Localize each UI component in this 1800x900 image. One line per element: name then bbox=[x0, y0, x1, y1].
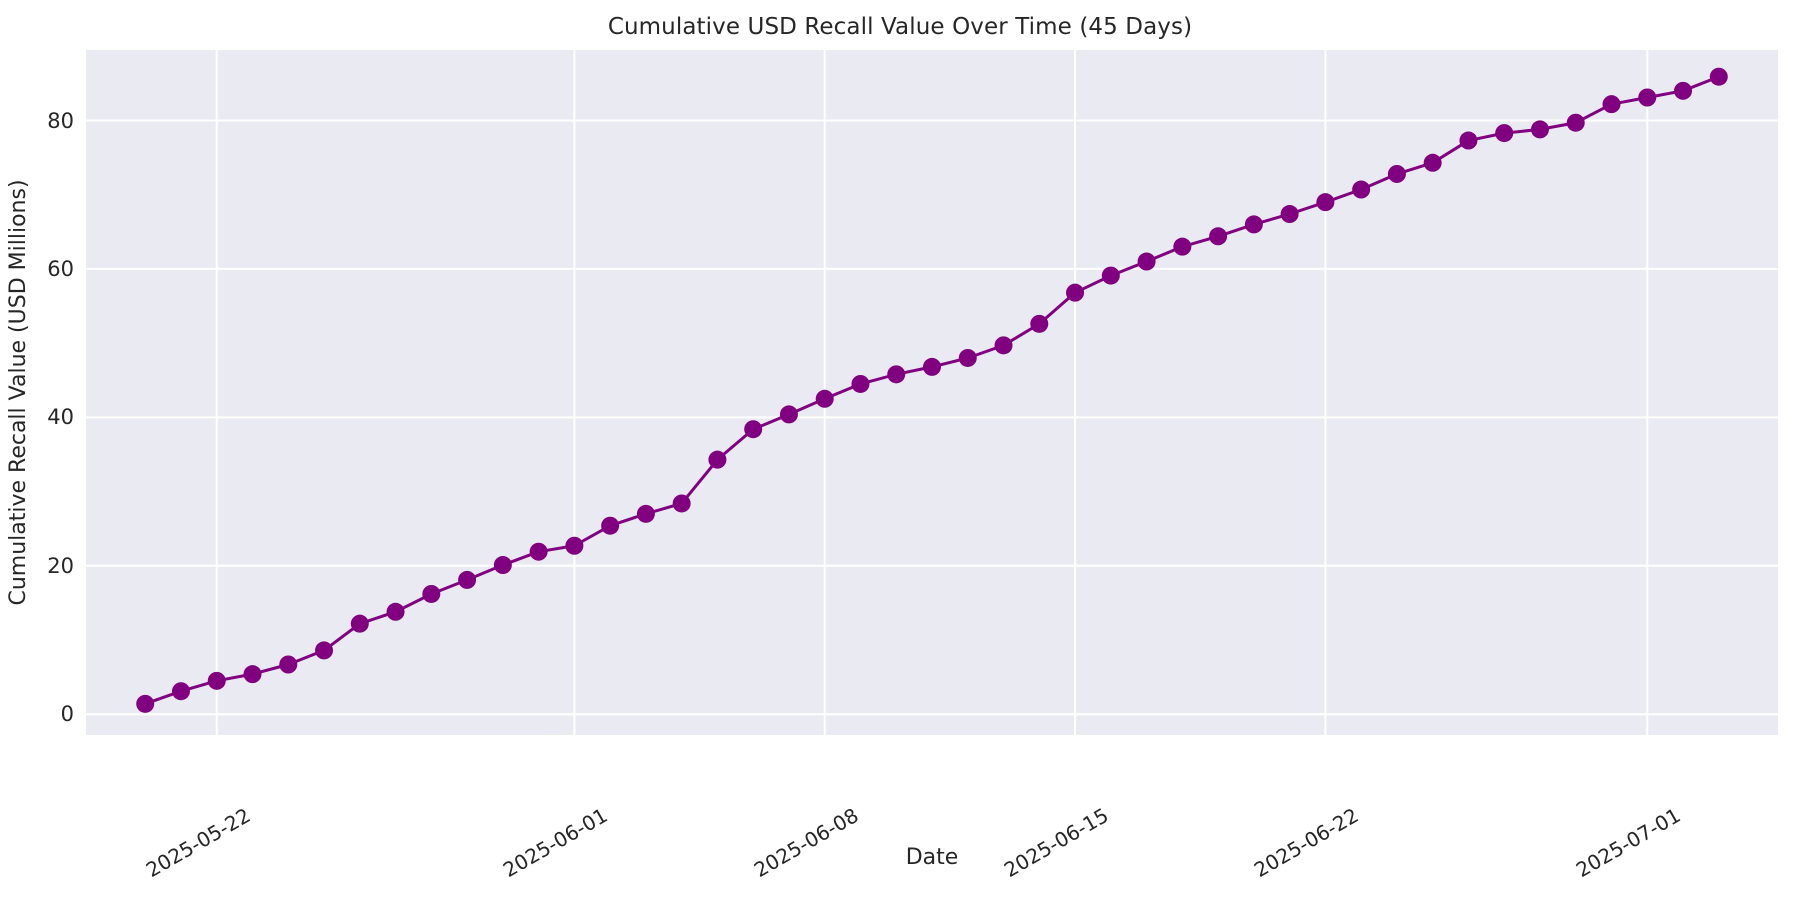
data-point-marker bbox=[171, 682, 190, 701]
data-point-marker bbox=[1602, 95, 1621, 114]
data-point-marker bbox=[672, 494, 691, 513]
data-point-marker bbox=[1209, 227, 1228, 246]
data-point-marker bbox=[529, 542, 548, 561]
data-point-marker bbox=[1352, 180, 1371, 199]
data-point-marker bbox=[994, 336, 1013, 355]
data-point-marker bbox=[851, 374, 870, 393]
data-point-marker bbox=[1674, 81, 1693, 100]
data-point-marker bbox=[744, 420, 763, 439]
data-point-marker bbox=[1566, 113, 1585, 132]
data-point-marker bbox=[1173, 237, 1192, 256]
plot-area bbox=[86, 50, 1778, 735]
data-point-marker bbox=[1638, 88, 1657, 107]
data-point-marker bbox=[458, 570, 477, 589]
data-point-marker bbox=[708, 450, 727, 469]
x-tick-label: 2025-06-22 bbox=[1250, 803, 1363, 883]
x-tick-label: 2025-05-22 bbox=[141, 803, 255, 883]
data-point-marker bbox=[493, 556, 512, 575]
data-point-marker bbox=[636, 504, 655, 523]
data-point-marker bbox=[1066, 283, 1085, 302]
data-point-marker bbox=[350, 614, 369, 633]
gridlines bbox=[86, 50, 1778, 735]
x-tick-label: 2025-07-01 bbox=[1572, 803, 1685, 883]
y-tick-label: 0 bbox=[60, 702, 74, 727]
data-point-marker bbox=[386, 602, 405, 621]
data-point-marker bbox=[279, 655, 298, 674]
data-point-marker bbox=[1030, 314, 1049, 333]
y-tick-label: 40 bbox=[47, 405, 74, 430]
data-point-marker bbox=[958, 348, 977, 367]
data-point-marker bbox=[923, 357, 941, 376]
data-point-marker bbox=[601, 516, 620, 535]
y-axis-ticks: 0 20 40 60 80 bbox=[0, 50, 86, 735]
data-point-marker bbox=[1530, 120, 1549, 139]
data-point-marker bbox=[1137, 252, 1156, 271]
data-point-marker bbox=[1244, 215, 1263, 234]
data-point-marker bbox=[1101, 266, 1120, 285]
data-point-marker bbox=[815, 389, 834, 408]
data-point-marker bbox=[422, 584, 441, 603]
series-line bbox=[143, 75, 1721, 706]
chart-title: Cumulative USD Recall Value Over Time (4… bbox=[607, 14, 1193, 40]
x-tick-label: 2025-06-01 bbox=[499, 803, 612, 883]
line-series bbox=[136, 67, 1728, 713]
data-point-marker bbox=[565, 536, 584, 555]
data-point-marker bbox=[315, 641, 334, 660]
y-tick-label: 80 bbox=[47, 108, 74, 133]
data-point-marker bbox=[1387, 164, 1406, 183]
x-tick-label: 2025-06-15 bbox=[999, 803, 1113, 883]
data-point-marker bbox=[1423, 153, 1442, 172]
data-point-marker bbox=[1495, 124, 1514, 143]
data-point-marker bbox=[1459, 131, 1478, 150]
data-point-marker bbox=[136, 694, 155, 713]
data-point-marker bbox=[779, 405, 798, 424]
x-axis-label: Date bbox=[905, 845, 959, 870]
y-tick-label: 60 bbox=[47, 256, 74, 281]
data-point-marker bbox=[243, 665, 262, 684]
y-tick-label: 20 bbox=[47, 553, 74, 578]
data-point-marker bbox=[1280, 205, 1299, 224]
data-point-marker bbox=[1316, 193, 1335, 212]
x-tick-label: 2025-06-08 bbox=[749, 803, 863, 883]
data-point-marker bbox=[1709, 67, 1728, 86]
data-point-marker bbox=[207, 671, 226, 690]
data-point-marker bbox=[887, 365, 906, 384]
